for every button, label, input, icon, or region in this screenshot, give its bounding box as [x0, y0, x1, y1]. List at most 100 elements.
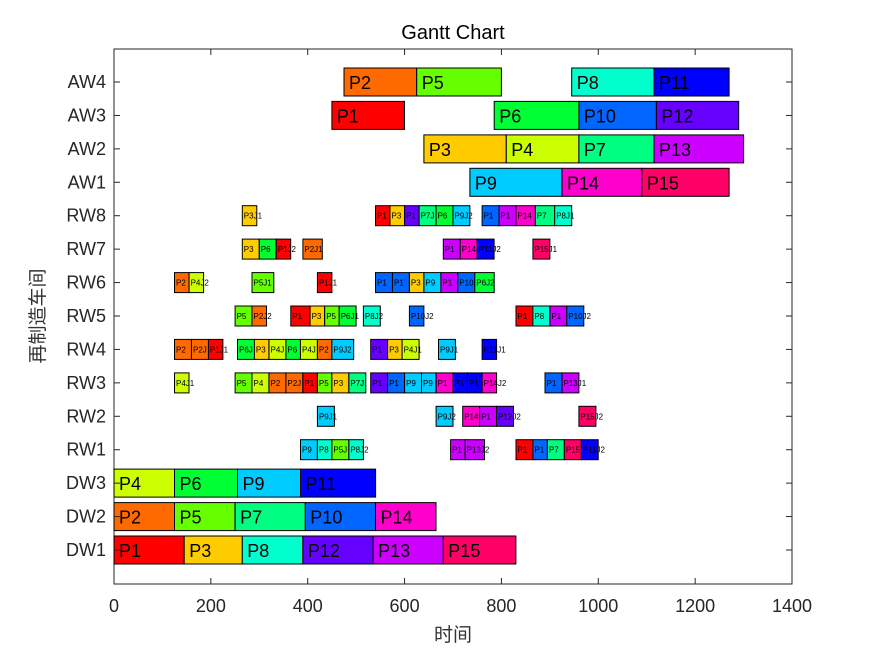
task-bar-aw4-3 [653, 67, 730, 97]
task-bar-dw1-118 [113, 535, 185, 565]
task-label-rw8-18: P1 [406, 212, 416, 221]
task-label-rw6-44: P10 [459, 279, 474, 288]
task-label-dw1-118: P1 [119, 541, 141, 561]
task-label-aw2-8: P3 [429, 140, 451, 160]
task-bar-rw2-92 [316, 405, 335, 427]
chart-title: Gantt Chart [401, 22, 505, 44]
y-tick-label-aw2: AW2 [68, 139, 106, 159]
task-label-rw6-39: P1 [377, 279, 387, 288]
y-tick-label-rw2: RW2 [66, 406, 106, 426]
task-label-rw8-19: P7J [421, 212, 435, 221]
y-tick-label-rw8: RW8 [66, 206, 106, 226]
task-label-rw1-105: P1 [534, 446, 544, 455]
task-label-rw8-25: P7 [537, 212, 547, 221]
task-label-rw5-48: P1 [292, 312, 302, 321]
task-label-rw4-68: P1 [372, 345, 382, 354]
task-bar-aw3-4 [331, 100, 405, 130]
task-label-aw3-4: P1 [337, 106, 359, 126]
task-bar-rw6-37 [251, 272, 275, 294]
task-label-rw3-73: P4J1 [176, 379, 195, 388]
task-label-rw3-91: P13J1 [564, 379, 587, 388]
task-label-rw3-81: P7J [350, 379, 364, 388]
task-label-rw5-54: P1 [518, 312, 528, 321]
task-label-rw3-79: P5 [319, 379, 329, 388]
bars-layer: P2 P5 P8 P11 P1 P6 P10 P12 P3 P4 P7 P13 P9 P14 P15 P3J1… [113, 67, 745, 565]
task-label-rw7-30: P2J1 [304, 245, 323, 254]
y-tick-label-rw6: RW6 [66, 273, 106, 293]
task-label-rw4-64: P6 [287, 345, 297, 354]
task-label-rw6-43: P1 [442, 279, 452, 288]
task-label-aw2-11: P13 [659, 140, 691, 160]
task-label-aw4-1: P5 [422, 73, 444, 93]
task-bar-rw3-73 [174, 372, 190, 394]
task-label-aw4-2: P8 [577, 73, 599, 93]
task-bar-rw6-36 [188, 272, 205, 294]
task-label-rw4-69: P3 [389, 345, 399, 354]
task-bar-rw3-91 [561, 372, 580, 394]
y-axis: DW1 DW2 DW3 RW1 RW2 RW3 RW4 RW5 RW6 RW7 RW8 AW1 AW2 A… [66, 72, 792, 560]
task-bar-rw4-71 [438, 338, 456, 360]
task-bar-rw5-47 [251, 305, 267, 327]
task-bar-aw4-2 [571, 67, 655, 97]
task-label-dw3-110: P6 [180, 474, 202, 494]
task-label-rw1-106: P7 [549, 446, 559, 455]
task-label-rw4-61: P6J [239, 345, 253, 354]
task-label-rw4-62: P3 [256, 345, 266, 354]
task-label-rw6-40: P1 [394, 279, 404, 288]
task-bar-rw1-101 [348, 439, 364, 461]
task-label-dw3-111: P9 [243, 474, 265, 494]
task-label-rw3-87: P1 [455, 379, 465, 388]
task-label-rw5-52: P8J2 [365, 312, 384, 321]
task-bar-dw1-122 [372, 535, 444, 565]
task-bar-dw2-115 [234, 502, 306, 532]
task-label-rw6-37: P5J1 [254, 279, 273, 288]
task-label-rw6-45: P6J2 [476, 279, 495, 288]
task-bar-aw4-1 [416, 67, 502, 97]
task-label-rw5-55: P8 [534, 312, 544, 321]
task-label-rw3-76: P2 [271, 379, 281, 388]
task-label-rw3-78: P1 [304, 379, 314, 388]
task-label-rw5-46: P5 [237, 312, 247, 321]
task-bar-aw2-8 [423, 134, 507, 164]
y-tick-label-dw3: DW3 [66, 473, 106, 493]
task-bar-rw7-33 [476, 238, 495, 260]
y-tick-label-rw5: RW5 [66, 306, 106, 326]
task-label-dw1-122: P13 [378, 541, 410, 561]
task-bar-aw1-12 [469, 167, 563, 197]
task-bar-dw3-112 [300, 468, 377, 498]
task-label-rw4-63: P4J [271, 345, 285, 354]
task-label-rw4-67: P9J2 [333, 345, 352, 354]
task-label-rw2-93: P9J2 [438, 412, 457, 421]
task-bar-rw4-67 [331, 338, 355, 360]
task-label-dw1-119: P3 [189, 541, 211, 561]
task-label-rw8-15: P3J1 [244, 212, 263, 221]
task-label-rw4-59: P2J [193, 345, 207, 354]
y-tick-label-dw1: DW1 [66, 540, 106, 560]
task-bar-rw5-53 [408, 305, 425, 327]
task-bar-rw8-15 [241, 205, 258, 227]
task-label-rw1-98: P9 [302, 446, 312, 455]
y-tick-label-rw7: RW7 [66, 239, 106, 259]
task-label-rw4-65: P4J [302, 345, 316, 354]
task-bar-aw3-7 [655, 100, 740, 130]
task-label-dw2-114: P5 [180, 508, 202, 528]
task-bar-rw7-34 [532, 238, 551, 260]
x-tick-label-1400: 1400 [772, 596, 812, 616]
task-bar-dw1-121 [302, 535, 374, 565]
y-tick-label-aw1: AW1 [68, 172, 106, 192]
task-label-rw7-28: P6 [261, 245, 271, 254]
task-label-rw1-99: P8 [319, 446, 329, 455]
task-label-rw2-97: P15J2 [580, 412, 603, 421]
task-label-rw3-83: P1 [389, 379, 399, 388]
x-tick-label-200: 200 [196, 596, 226, 616]
task-label-rw4-60: P1J1 [210, 345, 229, 354]
task-label-rw8-22: P1 [484, 212, 494, 221]
task-label-rw8-16: P1 [377, 212, 387, 221]
task-bar-rw2-96 [496, 405, 515, 427]
y-tick-label-rw4: RW4 [66, 339, 106, 359]
task-label-dw2-116: P10 [310, 508, 342, 528]
task-label-rw2-95: P1 [481, 412, 491, 421]
task-label-rw1-103: P13J2 [467, 446, 490, 455]
task-label-rw7-31: P1 [445, 245, 455, 254]
task-label-rw2-96: P12J2 [498, 412, 521, 421]
